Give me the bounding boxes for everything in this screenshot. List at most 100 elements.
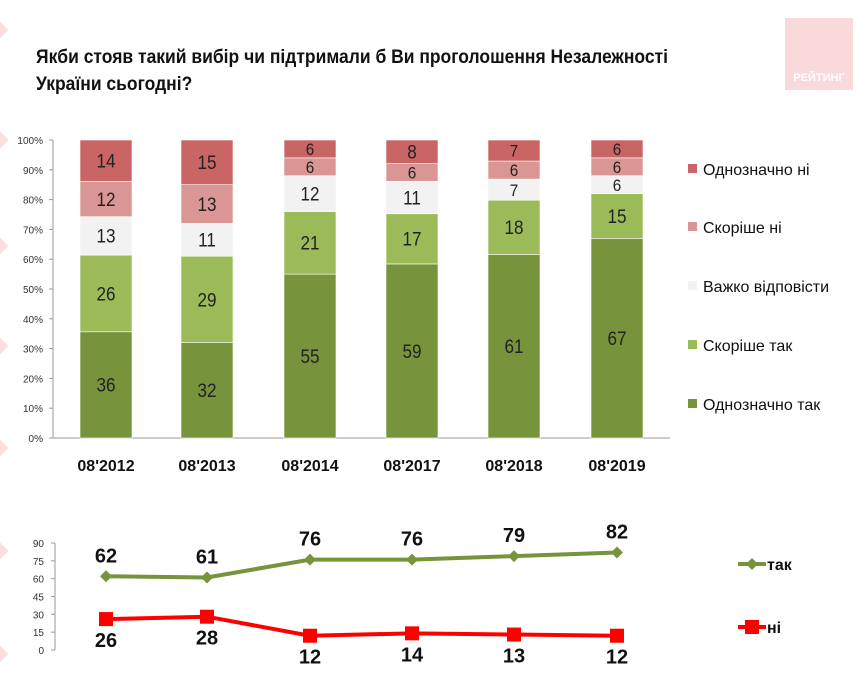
y-tick-label: 30 — [33, 610, 45, 621]
legend-label: так — [767, 557, 793, 574]
y-tick-label: 40% — [23, 315, 43, 326]
data-label: 13 — [197, 194, 216, 215]
point-marker — [99, 612, 113, 627]
data-label: 17 — [402, 229, 421, 250]
bar-segment — [180, 255, 234, 343]
bar-segment — [487, 199, 541, 255]
logo-text: РЕЙТИНГ — [793, 72, 845, 84]
data-label: 82 — [606, 522, 628, 544]
data-label: 6 — [613, 158, 622, 177]
data-label: 14 — [96, 151, 115, 172]
data-label: 6 — [306, 140, 315, 159]
point-marker — [304, 553, 316, 566]
bar-segment — [79, 139, 133, 182]
data-label: 6 — [408, 164, 417, 183]
bar-segment — [590, 139, 644, 159]
y-tick-label: 10% — [23, 404, 43, 415]
data-label: 7 — [510, 181, 519, 200]
data-label: 6 — [510, 162, 519, 181]
point-marker — [200, 609, 214, 624]
bar-segment — [385, 181, 439, 215]
data-label: 6 — [613, 176, 622, 195]
data-label: 28 — [196, 628, 218, 650]
legend-swatch — [688, 340, 697, 349]
y-tick-label: 0% — [29, 434, 44, 445]
category-label: 08'2018 — [485, 458, 542, 475]
data-label: 21 — [300, 233, 319, 254]
data-label: 6 — [306, 158, 315, 177]
legend-label: ні — [767, 620, 781, 637]
point-marker — [610, 628, 624, 643]
point-marker — [405, 626, 419, 641]
bar-segment — [79, 331, 133, 439]
data-label: 13 — [503, 646, 525, 668]
series-line — [105, 614, 618, 638]
bar-segment — [590, 193, 644, 239]
bar-segment — [180, 223, 234, 257]
data-label: 32 — [197, 380, 216, 401]
data-label: 11 — [403, 188, 421, 209]
data-label: 59 — [402, 341, 421, 362]
legend-label: Скоріше ні — [703, 220, 782, 237]
legend-swatch — [688, 164, 697, 173]
y-tick-label: 80% — [23, 196, 43, 207]
data-label: 12 — [606, 647, 628, 669]
data-label: 61 — [504, 336, 523, 357]
y-tick-label: 30% — [23, 345, 43, 356]
chart-title: Якби стояв такий вибір чи підтримали б В… — [36, 47, 668, 95]
data-label: 76 — [299, 529, 321, 551]
y-tick-label: 45 — [33, 593, 45, 604]
legend-swatch — [688, 281, 697, 290]
data-label: 26 — [96, 283, 115, 304]
legend-swatch — [688, 222, 697, 231]
data-label: 61 — [196, 546, 218, 568]
point-marker — [508, 550, 520, 563]
y-tick-label: 60% — [23, 255, 43, 266]
bar-segment — [487, 139, 541, 162]
data-label: 15 — [197, 152, 216, 173]
y-tick-label: 70% — [23, 225, 43, 236]
bar-segment — [283, 139, 337, 159]
category-label: 08'2017 — [383, 458, 440, 475]
bar-segment — [385, 213, 439, 265]
bar-segment — [283, 273, 337, 439]
legend-label: Однозначно так — [703, 397, 821, 414]
bar-segment — [180, 139, 234, 186]
bar-segment — [385, 263, 439, 439]
point-marker — [201, 571, 213, 584]
bar-segment — [385, 139, 439, 164]
data-label: 26 — [95, 630, 117, 652]
point-marker — [303, 628, 317, 643]
data-label: 6 — [613, 140, 622, 159]
series-line — [105, 550, 618, 580]
legend-label: Важко відповісти — [703, 279, 829, 296]
data-label: 62 — [95, 545, 117, 567]
data-label: 15 — [607, 206, 626, 227]
bar-segment — [283, 211, 337, 275]
data-label: 18 — [504, 217, 523, 238]
y-tick-label: 50% — [23, 285, 43, 296]
y-tick-label: 90% — [23, 166, 43, 177]
bar-segment — [180, 342, 234, 439]
legend-marker — [746, 558, 758, 570]
category-label: 08'2014 — [281, 458, 338, 475]
y-tick-label: 75 — [33, 557, 45, 568]
y-tick-label: 90 — [33, 539, 45, 550]
legend-marker — [745, 620, 759, 634]
category-label: 08'2012 — [77, 458, 134, 475]
bar-segment — [180, 184, 234, 224]
legend-swatch — [688, 399, 697, 408]
data-label: 12 — [300, 184, 319, 205]
point-marker — [507, 627, 521, 642]
y-tick-label: 20% — [23, 374, 43, 385]
legend-label: Скоріше так — [703, 338, 793, 355]
data-label: 67 — [607, 328, 626, 349]
y-tick-label: 0 — [38, 646, 44, 657]
point-marker — [100, 570, 112, 583]
rating-logo: РЕЙТИНГ — [785, 18, 853, 90]
data-label: 36 — [96, 375, 115, 396]
data-label: 13 — [96, 226, 115, 247]
legend-label: Однозначно ні — [703, 162, 810, 179]
y-tick-label: 15 — [33, 628, 45, 639]
